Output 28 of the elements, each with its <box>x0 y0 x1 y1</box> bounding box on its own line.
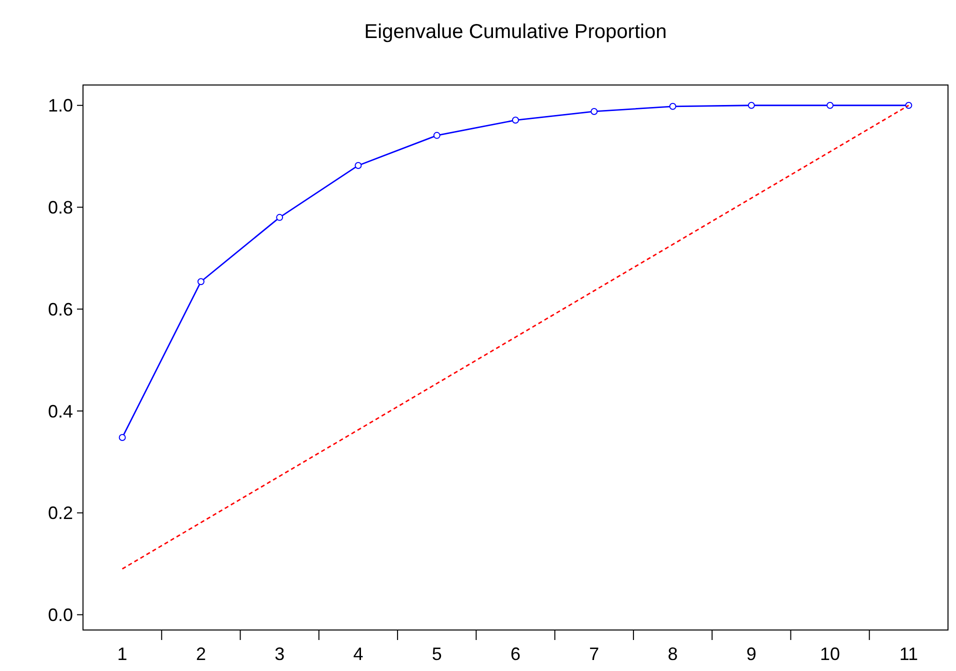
point <box>512 116 519 124</box>
point <box>748 102 755 109</box>
point <box>826 102 834 109</box>
y-tick-label: 0.6 <box>48 299 73 320</box>
x-tick-label: 11 <box>899 644 918 664</box>
x-tick-label: 5 <box>432 644 442 664</box>
point <box>197 278 204 286</box>
x-tick-label: 10 <box>820 644 840 664</box>
x-tick-label: 3 <box>274 644 285 664</box>
point <box>590 108 598 115</box>
point <box>669 102 676 110</box>
x-tick-label: 9 <box>746 644 756 664</box>
point <box>276 214 284 221</box>
y-tick-label: 0.2 <box>48 503 73 524</box>
x-tick-label: 8 <box>668 644 678 664</box>
x-tick-label: 7 <box>589 644 600 664</box>
y-tick-label: 1.0 <box>48 96 73 116</box>
x-tick-label: 4 <box>353 644 364 664</box>
point <box>433 132 440 139</box>
x-tick-label: 2 <box>196 644 206 664</box>
x-tick-label: 6 <box>510 644 521 664</box>
y-tick-label: 0.8 <box>48 198 73 218</box>
x-tick-label: 1 <box>117 644 128 664</box>
point <box>354 162 362 169</box>
y-tick-label: 0.4 <box>48 401 73 422</box>
chart-title: Eigenvalue Cumulative Proportion <box>364 21 667 43</box>
point <box>118 434 126 441</box>
y-tick-label: 0.0 <box>48 605 73 626</box>
